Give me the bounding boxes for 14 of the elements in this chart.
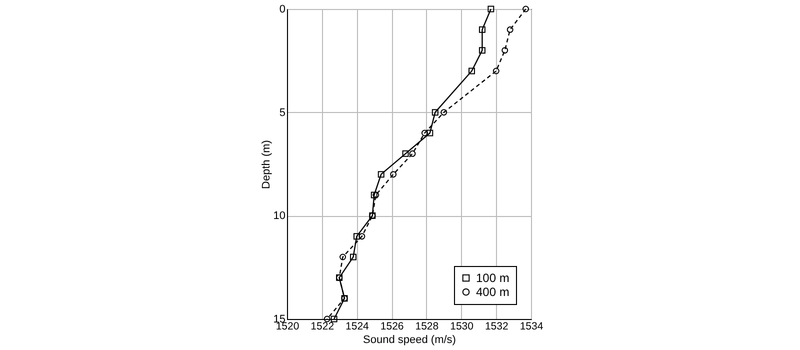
y-tick-label: 10 — [273, 210, 286, 222]
y-tick-label: 5 — [279, 106, 286, 119]
x-tick-label: 1534 — [520, 320, 544, 332]
x-axis-title: Sound speed (m/s) — [363, 334, 456, 346]
x-tick-label: 1530 — [450, 320, 474, 332]
x-tick-label: 1524 — [346, 320, 370, 332]
legend-label: 400 m — [476, 285, 510, 299]
x-tick-label: 1528 — [415, 320, 439, 332]
x-tick-label: 1526 — [380, 320, 404, 332]
legend-label: 100 m — [476, 271, 510, 285]
y-tick-label: 0 — [279, 4, 286, 16]
x-tick-label: 1532 — [484, 320, 508, 332]
x-tick-label: 1522 — [310, 320, 334, 332]
y-axis-title: Depth (m) — [260, 140, 272, 189]
